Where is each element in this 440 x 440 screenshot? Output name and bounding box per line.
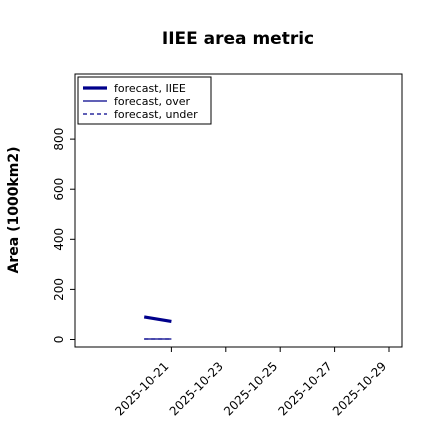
x-tick-label: 2025-10-25 (221, 359, 280, 418)
x-axis: 2025-10-212025-10-232025-10-252025-10-27… (112, 347, 390, 418)
y-axis-label: Area (1000km2) (6, 147, 22, 274)
y-tick-label: 600 (52, 178, 66, 201)
y-tick-label: 200 (52, 278, 66, 301)
y-tick-label: 800 (52, 128, 66, 151)
y-axis: 0 200 400 600 800 (52, 128, 75, 344)
series-line-0 (143, 315, 172, 324)
legend-label: forecast, over (114, 95, 190, 108)
x-tick-label: 2025-10-21 (112, 359, 171, 418)
x-tick-label: 2025-10-29 (330, 359, 389, 418)
legend-label: forecast, IIEE (114, 82, 186, 95)
chart-title: IIEE area metric (162, 29, 314, 49)
y-tick-label: 0 (52, 336, 66, 344)
legend-label: forecast, under (114, 108, 198, 121)
x-tick-label: 2025-10-23 (167, 359, 226, 418)
plot-lines (143, 315, 172, 340)
x-tick-label: 2025-10-27 (276, 359, 335, 418)
plot-frame (74, 73, 403, 348)
y-tick-label: 400 (52, 228, 66, 251)
